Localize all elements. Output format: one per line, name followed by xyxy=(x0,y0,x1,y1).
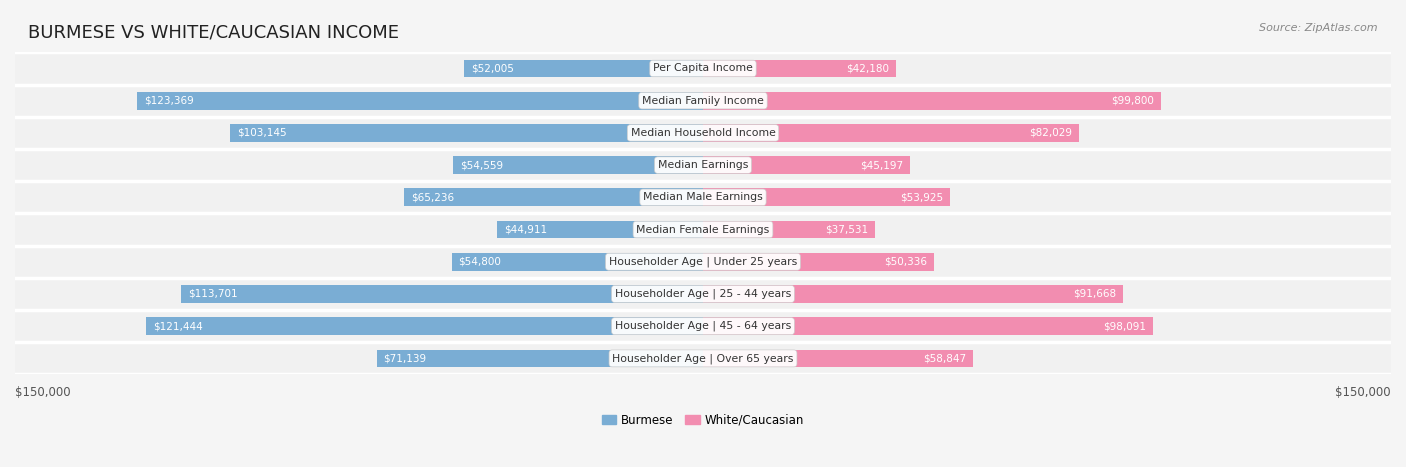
Bar xyxy=(404,189,703,206)
Text: $123,369: $123,369 xyxy=(143,96,194,106)
Bar xyxy=(15,342,1391,375)
Bar xyxy=(703,221,875,238)
Bar xyxy=(496,221,703,238)
Bar xyxy=(146,317,703,335)
Bar xyxy=(181,285,703,303)
Text: $113,701: $113,701 xyxy=(188,289,238,299)
Bar xyxy=(15,213,1391,246)
Text: Per Capita Income: Per Capita Income xyxy=(652,64,754,73)
Text: $50,336: $50,336 xyxy=(884,257,927,267)
Bar xyxy=(15,149,1391,181)
Bar xyxy=(703,253,934,270)
Bar xyxy=(15,246,1391,278)
Text: $42,180: $42,180 xyxy=(846,64,890,73)
Text: BURMESE VS WHITE/CAUCASIAN INCOME: BURMESE VS WHITE/CAUCASIAN INCOME xyxy=(28,23,399,42)
Bar xyxy=(15,181,1391,213)
Text: $98,091: $98,091 xyxy=(1104,321,1146,331)
Bar xyxy=(15,117,1391,149)
Bar xyxy=(15,310,1391,342)
Text: $45,197: $45,197 xyxy=(860,160,904,170)
Text: Median Household Income: Median Household Income xyxy=(630,128,776,138)
Text: $91,668: $91,668 xyxy=(1073,289,1116,299)
Bar xyxy=(231,124,703,142)
Text: Householder Age | Under 25 years: Householder Age | Under 25 years xyxy=(609,256,797,267)
Text: Source: ZipAtlas.com: Source: ZipAtlas.com xyxy=(1260,23,1378,33)
Text: $82,029: $82,029 xyxy=(1029,128,1073,138)
Bar xyxy=(703,156,910,174)
Bar xyxy=(15,52,1391,85)
Text: $65,236: $65,236 xyxy=(411,192,454,202)
Bar xyxy=(703,349,973,367)
Text: $150,000: $150,000 xyxy=(1336,386,1391,399)
Text: $58,847: $58,847 xyxy=(922,354,966,363)
Legend: Burmese, White/Caucasian: Burmese, White/Caucasian xyxy=(602,414,804,426)
Bar xyxy=(15,278,1391,310)
Bar xyxy=(377,349,703,367)
Text: $54,559: $54,559 xyxy=(460,160,503,170)
Text: $103,145: $103,145 xyxy=(236,128,287,138)
Bar xyxy=(15,85,1391,117)
Text: $54,800: $54,800 xyxy=(458,257,502,267)
Text: Median Male Earnings: Median Male Earnings xyxy=(643,192,763,202)
Text: $44,911: $44,911 xyxy=(503,225,547,234)
Bar xyxy=(703,317,1153,335)
Text: Median Female Earnings: Median Female Earnings xyxy=(637,225,769,234)
Text: $99,800: $99,800 xyxy=(1111,96,1154,106)
Text: $52,005: $52,005 xyxy=(471,64,515,73)
Text: Median Family Income: Median Family Income xyxy=(643,96,763,106)
Text: $37,531: $37,531 xyxy=(825,225,869,234)
Bar xyxy=(703,189,950,206)
Text: $150,000: $150,000 xyxy=(15,386,70,399)
Bar xyxy=(703,124,1080,142)
Bar xyxy=(451,253,703,270)
Bar xyxy=(703,92,1161,110)
Bar xyxy=(703,285,1123,303)
Text: Householder Age | 45 - 64 years: Householder Age | 45 - 64 years xyxy=(614,321,792,332)
Text: $53,925: $53,925 xyxy=(900,192,943,202)
Text: $71,139: $71,139 xyxy=(384,354,426,363)
Bar xyxy=(703,60,897,78)
Text: $121,444: $121,444 xyxy=(153,321,202,331)
Text: Householder Age | Over 65 years: Householder Age | Over 65 years xyxy=(612,353,794,364)
Text: Householder Age | 25 - 44 years: Householder Age | 25 - 44 years xyxy=(614,289,792,299)
Bar xyxy=(138,92,703,110)
Bar xyxy=(464,60,703,78)
Bar xyxy=(453,156,703,174)
Text: Median Earnings: Median Earnings xyxy=(658,160,748,170)
